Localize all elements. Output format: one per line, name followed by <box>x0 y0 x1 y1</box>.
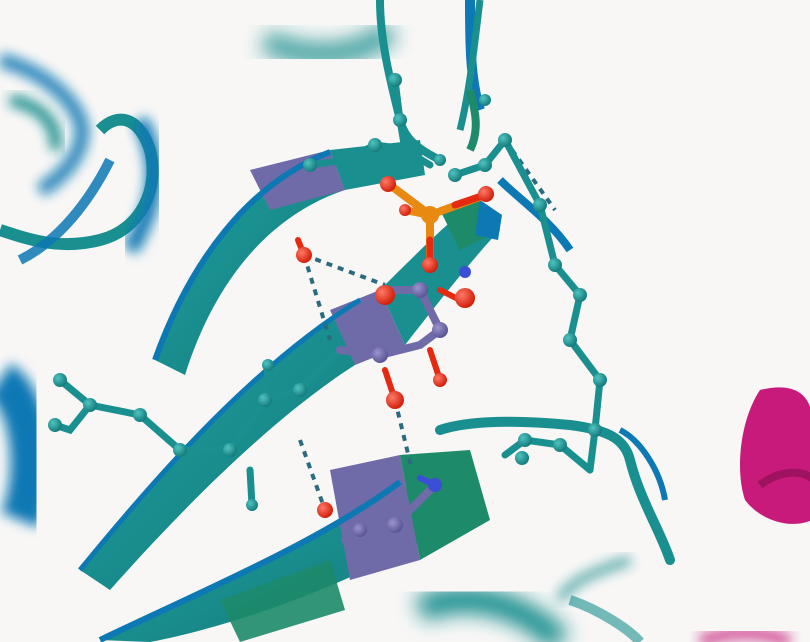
background-ribbons <box>0 0 793 642</box>
side-chain-right-atoms <box>303 73 607 465</box>
ligand-purple <box>336 282 448 544</box>
heteroatoms <box>295 237 475 518</box>
helix-magenta <box>740 387 810 524</box>
side-chain-left-atoms <box>48 359 307 511</box>
phosphate-group <box>380 176 494 273</box>
